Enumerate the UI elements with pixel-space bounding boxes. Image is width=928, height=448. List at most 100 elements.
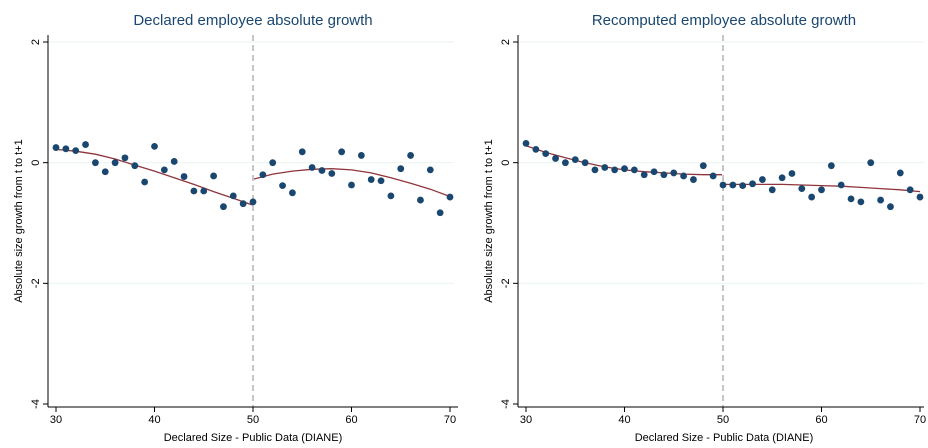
data-point <box>670 169 678 177</box>
x-tick-label: 40 <box>618 414 630 426</box>
x-tick-label: 60 <box>815 414 827 426</box>
data-point <box>621 165 628 173</box>
data-point <box>552 155 559 162</box>
data-point <box>52 144 60 151</box>
data-point <box>650 168 658 176</box>
data-point <box>318 167 326 174</box>
data-point <box>141 178 149 186</box>
data-point <box>190 187 198 195</box>
data-point <box>160 166 168 174</box>
x-tick-label: 70 <box>444 414 456 426</box>
data-point <box>759 176 766 183</box>
y-tick-label: 0 <box>500 160 512 166</box>
data-point <box>532 145 540 153</box>
data-point <box>847 195 855 203</box>
data-point <box>768 186 776 194</box>
data-point <box>709 172 717 180</box>
y-ticks: 2 0 -2 -4 <box>30 39 48 409</box>
data-point <box>62 145 70 153</box>
data-point <box>348 181 355 189</box>
data-point <box>778 174 786 182</box>
data-point <box>279 182 286 189</box>
y-tick-label: 2 <box>30 39 42 45</box>
data-point <box>542 150 550 158</box>
data-point <box>591 166 599 174</box>
data-point <box>739 182 747 189</box>
data-point <box>906 186 914 194</box>
x-tick-label: 50 <box>717 414 729 426</box>
recomputed-growth-panel: 2 0 -2 -4 30 40 50 60 70 Recomputed employee ab… <box>483 12 928 444</box>
data-point <box>788 170 796 177</box>
data-point <box>101 168 109 176</box>
data-point <box>601 164 609 171</box>
x-tick-label: 30 <box>520 414 532 426</box>
data-point <box>887 203 894 211</box>
data-point <box>338 148 346 156</box>
data-point <box>522 139 530 147</box>
data-point <box>298 148 306 156</box>
fit-curve <box>55 148 253 206</box>
data-point <box>387 192 395 200</box>
data-point <box>397 165 405 173</box>
data-point <box>357 152 365 159</box>
data-point <box>808 193 816 201</box>
data-point <box>562 159 569 167</box>
data-point <box>660 171 668 179</box>
y-tick-label: -2 <box>500 278 512 288</box>
x-tick-label: 30 <box>50 414 62 426</box>
data-point <box>857 198 865 206</box>
y-tick-label: 2 <box>500 39 512 45</box>
chart-title: Recomputed employee absolute growth <box>592 12 856 29</box>
data-point <box>180 173 188 180</box>
data-point <box>798 185 806 193</box>
x-ticks: 30 40 50 60 70 <box>520 407 926 426</box>
fit-curve <box>253 168 451 198</box>
data-point <box>581 159 589 167</box>
data-point <box>210 172 218 180</box>
data-point <box>611 166 619 174</box>
data-point <box>131 162 139 170</box>
data-point <box>151 142 158 150</box>
data-point <box>571 156 579 164</box>
declared-growth-panel: 2 0 -2 -4 30 40 50 60 70 Declared employee abso… <box>13 12 458 444</box>
data-point <box>827 162 835 170</box>
x-tick-label: 40 <box>148 414 160 426</box>
data-point <box>749 180 756 188</box>
y-tick-label: -4 <box>500 399 512 409</box>
data-point <box>229 192 237 200</box>
data-point <box>896 169 904 177</box>
data-point <box>92 159 99 167</box>
data-point <box>111 159 119 167</box>
data-point <box>729 181 737 189</box>
y-axis-label: Absolute size growth from t to t+1 <box>483 139 495 303</box>
data-point <box>249 198 257 206</box>
data-point <box>220 203 227 211</box>
data-point <box>407 152 414 159</box>
data-point <box>377 177 385 185</box>
data-point <box>436 209 444 217</box>
data-point <box>417 196 424 204</box>
data-point <box>446 193 454 201</box>
data-point <box>867 159 875 167</box>
data-point <box>837 181 845 189</box>
x-axis-label: Declared Size - Public Data (DIANE) <box>635 432 814 444</box>
y-axis-label: Absolute size growth from t to t+1 <box>13 139 25 303</box>
data-point <box>259 171 267 179</box>
data-point <box>719 181 727 189</box>
data-point <box>680 172 687 180</box>
data-point <box>818 186 825 194</box>
data-point <box>916 193 924 201</box>
data-point <box>170 158 178 165</box>
data-point <box>640 171 648 179</box>
data-point <box>630 166 638 174</box>
data-point <box>690 176 697 183</box>
data-point <box>239 200 247 208</box>
chart-title: Declared employee absolute growth <box>133 12 372 29</box>
y-tick-label: -4 <box>30 399 42 409</box>
x-tick-label: 50 <box>247 414 259 426</box>
scatter-points <box>52 141 454 217</box>
x-ticks: 30 40 50 60 70 <box>50 407 456 426</box>
x-axis-label: Declared Size - Public Data (DIANE) <box>164 432 343 444</box>
data-point <box>121 154 129 162</box>
